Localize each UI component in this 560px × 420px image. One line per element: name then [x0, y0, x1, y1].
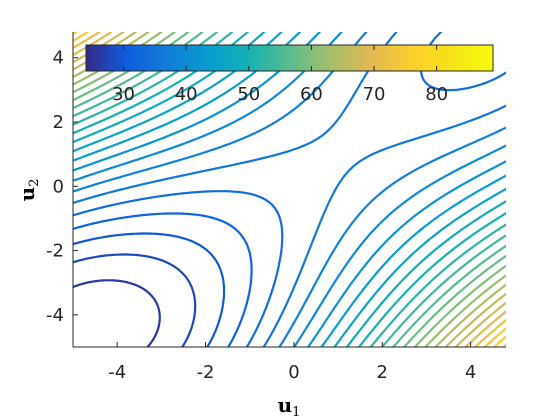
y-tick-label: 4 — [53, 48, 64, 69]
colorbar-tick-label: 50 — [237, 84, 260, 105]
axis-ticks: -4 -2 0 2 4 -4 -2 0 2 4 — [46, 48, 476, 383]
x-tick-label: 2 — [377, 362, 388, 383]
y-tick-label: 0 — [53, 176, 64, 197]
y-axis-label: u2 — [15, 179, 42, 202]
colorbar — [85, 44, 494, 72]
y-tick-label: -2 — [46, 241, 64, 262]
contour-line — [73, 232, 226, 347]
x-axis-label: u1 — [278, 393, 301, 420]
contour-line — [73, 32, 506, 347]
contour-line — [73, 32, 506, 347]
colorbar-tick-label: 70 — [363, 84, 386, 105]
contour-line — [73, 32, 506, 347]
colorbar-tick-label: 30 — [112, 84, 135, 105]
y-tick-label: 2 — [53, 112, 64, 133]
x-tick-label: -2 — [197, 362, 215, 383]
colorbar-ticks: 30 40 50 60 70 80 — [112, 45, 448, 105]
contour-line — [73, 32, 506, 347]
contour-line — [73, 32, 506, 347]
x-tick-label: 0 — [288, 362, 299, 383]
colorbar-tick-label: 80 — [425, 84, 448, 105]
x-tick-label: 4 — [465, 362, 476, 383]
x-tick-label: -4 — [108, 362, 126, 383]
colorbar-tick-label: 60 — [300, 84, 323, 105]
contour-line — [73, 32, 506, 347]
contour-line — [73, 32, 506, 347]
y-tick-label: -4 — [46, 305, 64, 326]
colorbar-tick-label: 40 — [175, 84, 198, 105]
